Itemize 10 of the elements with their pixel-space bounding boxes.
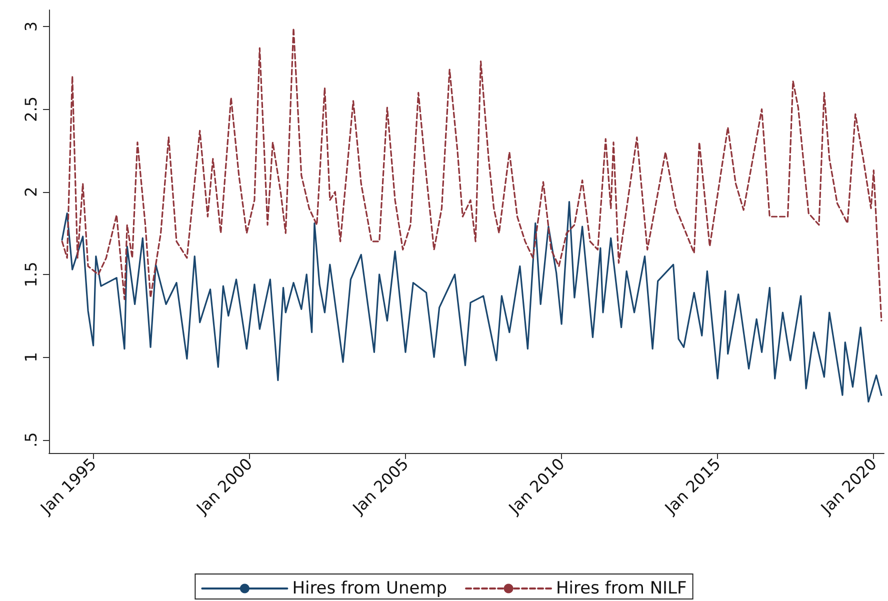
y-tick-label: 2.5 [22,96,40,122]
y-tick-label: 3 [22,21,40,32]
y-tick-label: .5 [22,432,40,448]
legend-label: Hires from Unemp [292,578,448,598]
y-tick-label: 2 [22,186,40,197]
y-tick-label: 1 [22,352,40,362]
line-series [61,200,882,403]
line-series [61,27,882,322]
y-tick-label: 1.5 [22,262,40,288]
legend-label: Hires from NILF [556,578,687,598]
